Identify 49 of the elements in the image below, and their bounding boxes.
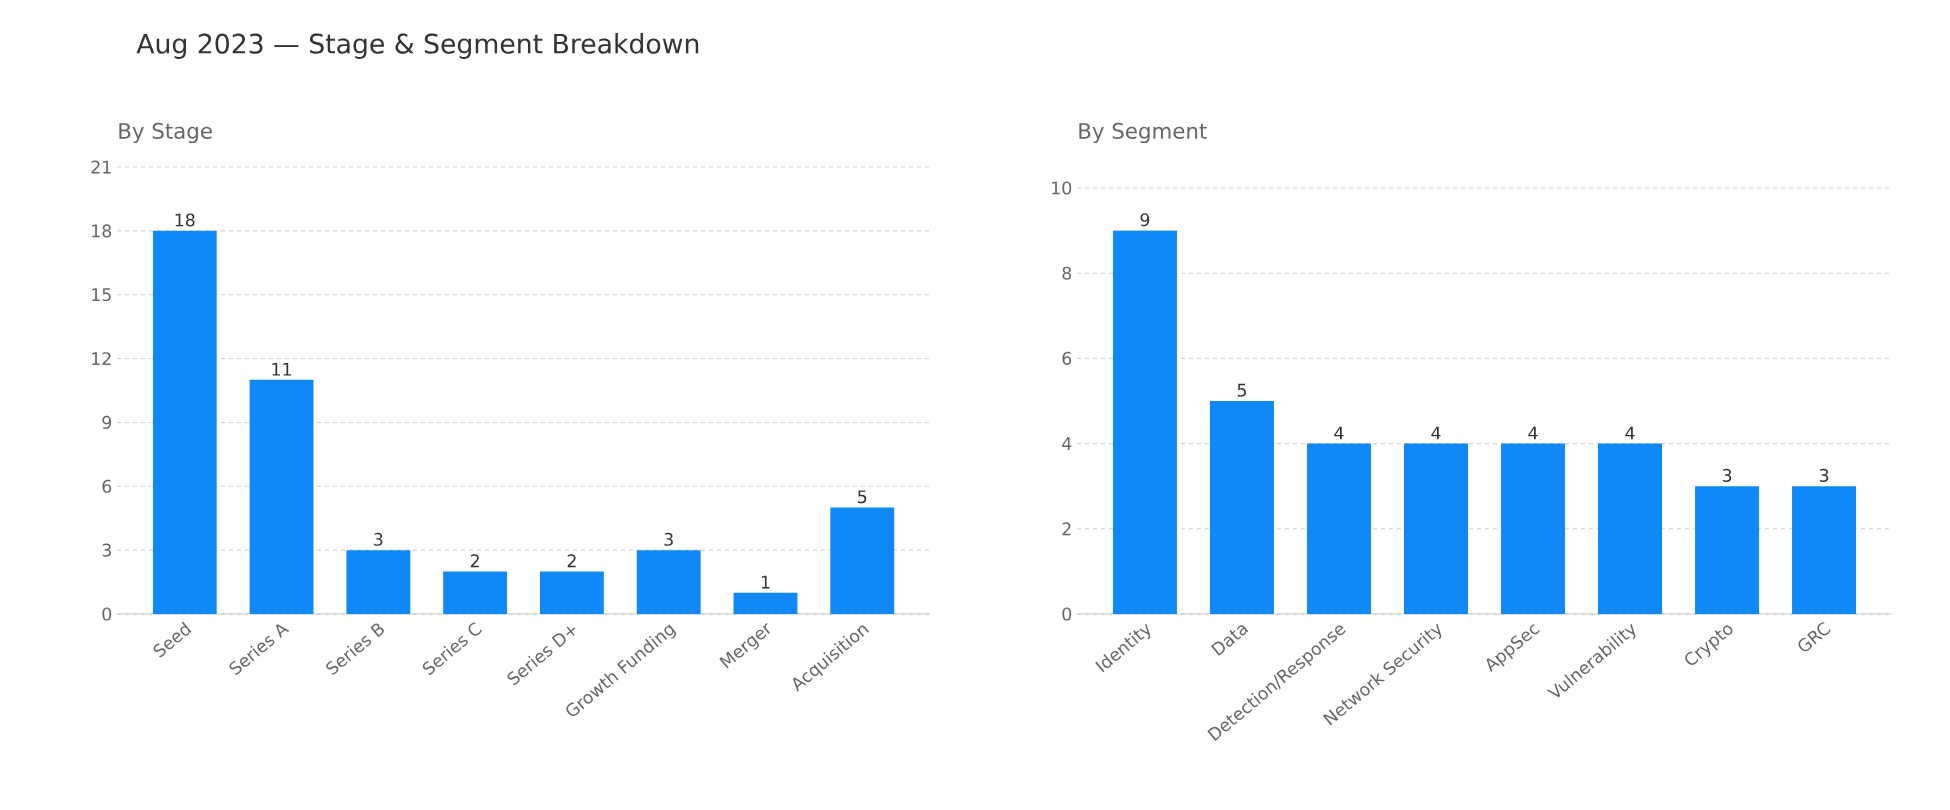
data-label: 5 <box>858 490 867 504</box>
bar <box>346 550 411 614</box>
y-tick-label: 6 <box>1062 351 1072 365</box>
data-label: 3 <box>1722 468 1732 482</box>
data-label: 3 <box>374 532 383 546</box>
data-label: 2 <box>470 554 479 568</box>
data-label: 4 <box>1625 426 1635 440</box>
bar <box>1695 486 1760 614</box>
data-label: 11 <box>272 362 291 376</box>
bar <box>1209 400 1274 614</box>
y-tick-label: 15 <box>92 288 111 302</box>
bar <box>1501 443 1566 614</box>
y-tick-label: 8 <box>1062 266 1072 280</box>
chart-subtitle: By Stage <box>119 122 212 144</box>
bar <box>733 592 798 614</box>
bar <box>636 550 701 614</box>
chart-title: Aug 2023 — Stage & Segment Breakdown <box>136 33 699 59</box>
data-label: 4 <box>1334 426 1344 440</box>
data-label: 1 <box>761 575 770 589</box>
y-tick-label: 0 <box>102 607 112 621</box>
bar <box>1598 443 1663 614</box>
y-tick-label: 21 <box>91 160 111 174</box>
y-tick-label: 9 <box>102 415 112 429</box>
bar <box>443 571 508 614</box>
bar <box>539 571 604 614</box>
y-tick-label: 10 <box>1052 181 1072 195</box>
bar <box>1792 486 1857 614</box>
y-tick-label: 0 <box>1062 607 1072 621</box>
data-label: 3 <box>664 532 673 546</box>
bar <box>1112 230 1177 614</box>
bar <box>152 230 217 614</box>
bar <box>830 507 895 614</box>
data-label: 2 <box>567 554 576 568</box>
bar <box>1403 443 1469 614</box>
data-label: 18 <box>175 213 195 227</box>
y-tick-label: 3 <box>102 543 111 557</box>
y-tick-label: 4 <box>1062 437 1072 450</box>
data-label: 5 <box>1237 383 1246 397</box>
bar <box>249 379 314 614</box>
y-tick-label: 6 <box>102 479 112 493</box>
data-label: 3 <box>1819 468 1829 482</box>
chart-subtitle: By Segment <box>1079 122 1207 144</box>
y-tick-label: 18 <box>92 224 112 238</box>
data-label: 4 <box>1528 426 1538 440</box>
y-tick-label: 2 <box>1062 522 1071 536</box>
data-label: 9 <box>1140 213 1150 227</box>
data-label: 4 <box>1431 426 1441 440</box>
bar <box>1306 443 1371 614</box>
y-tick-label: 12 <box>92 352 111 365</box>
